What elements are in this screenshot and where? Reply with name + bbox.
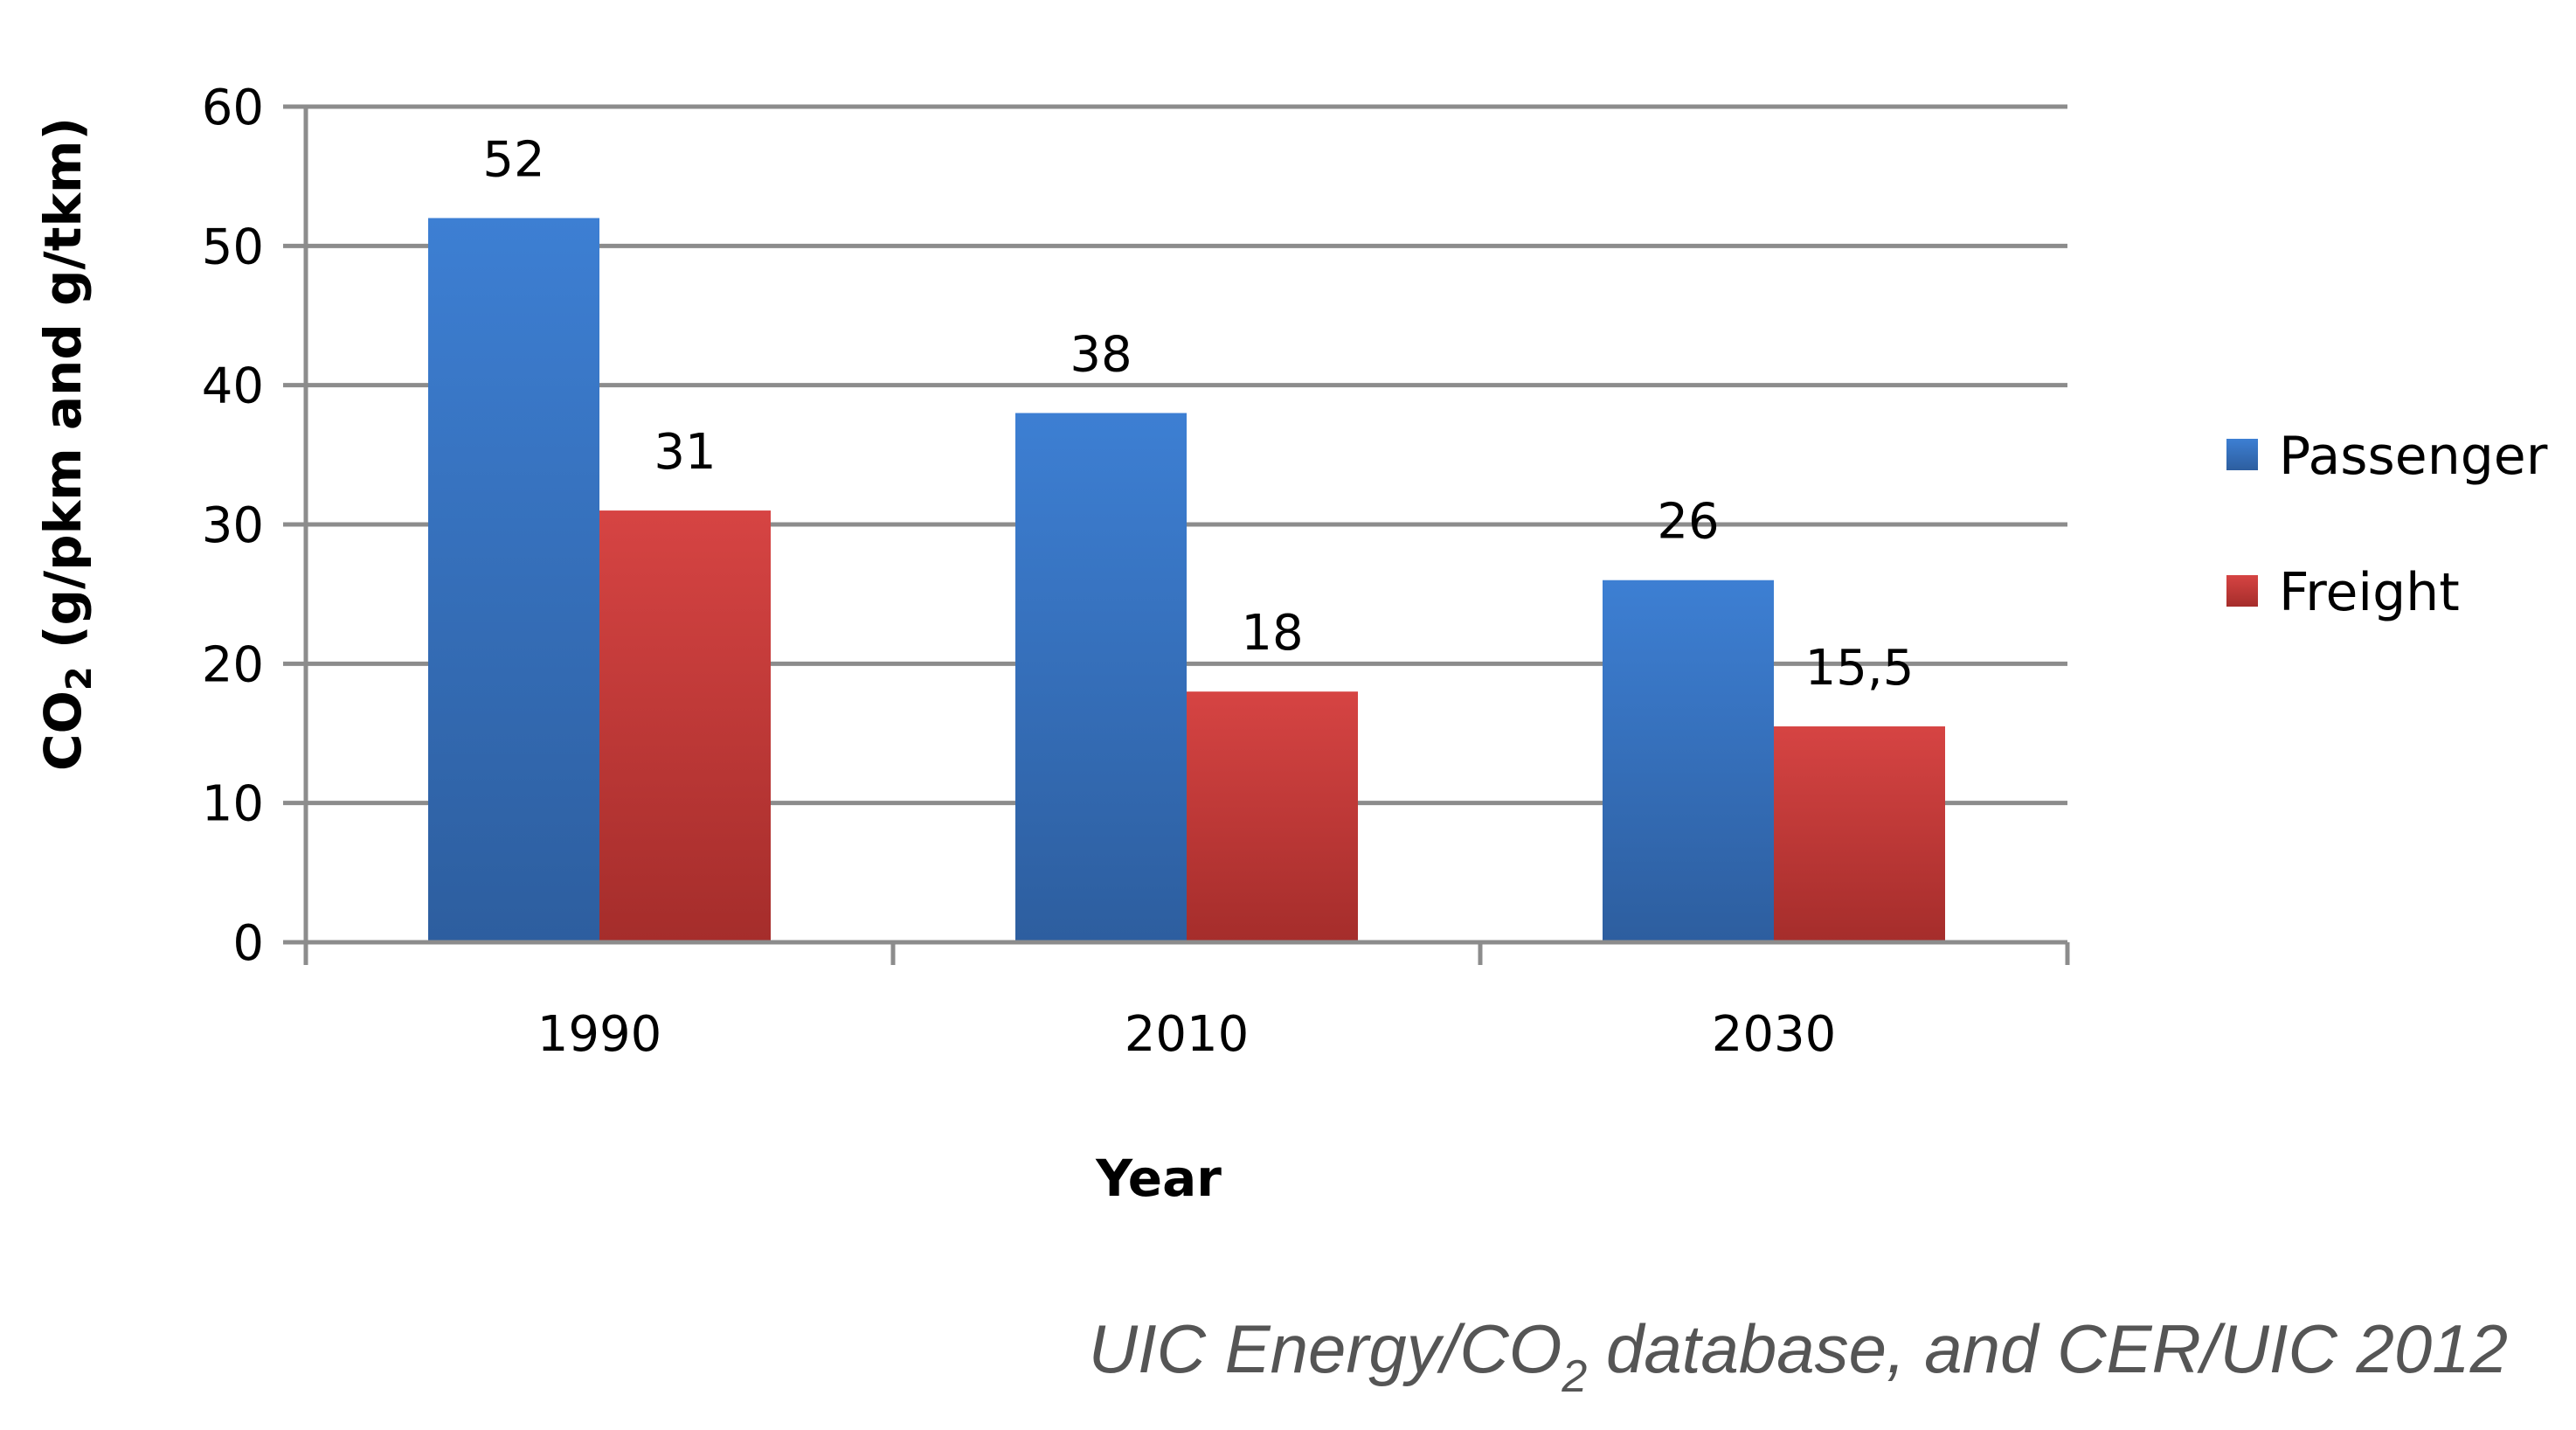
y-axis-title-prefix: CO	[33, 691, 93, 771]
bars	[428, 218, 1945, 942]
y-tick-label-0: 0	[232, 915, 264, 972]
data-label-passenger-1990: 52	[482, 131, 544, 188]
y-axis-title: CO2 (g/pkm and g/tkm)	[33, 117, 100, 771]
source-note-subscript: 2	[1561, 1351, 1587, 1402]
data-label-passenger-2030: 26	[1657, 494, 1719, 551]
bar-passenger-2010	[1015, 413, 1187, 942]
bar-freight-1990	[599, 510, 771, 942]
bar-freight-2030	[1774, 726, 1945, 942]
y-tick-label-3: 30	[202, 497, 264, 554]
legend-label-freight: Freight	[2279, 562, 2460, 623]
y-tick-label-1: 10	[202, 776, 264, 833]
y-tick-label-5: 50	[202, 219, 264, 275]
legend-swatch-passenger	[2226, 439, 2258, 470]
data-label-freight-2030: 15,5	[1805, 640, 1915, 697]
x-tick-label-1990: 1990	[537, 1006, 662, 1063]
x-tick-label-2030: 2030	[1712, 1006, 1837, 1063]
source-note-prefix: UIC Energy/CO	[1089, 1310, 1562, 1387]
legend-swatch-freight	[2226, 575, 2258, 607]
x-tick-label-2010: 2010	[1125, 1006, 1250, 1063]
legend: Passenger Freight	[2226, 426, 2548, 623]
bar-freight-2010	[1187, 691, 1358, 942]
y-tick-label-2: 20	[202, 636, 264, 693]
data-label-freight-2010: 18	[1241, 605, 1303, 662]
y-axis-title-subscript: 2	[59, 666, 100, 691]
bar-passenger-2030	[1603, 580, 1774, 942]
axes	[283, 104, 2070, 965]
legend-label-passenger: Passenger	[2279, 426, 2548, 487]
source-note-suffix: database, and CER/UIC 2012	[1587, 1310, 2508, 1387]
source-note: UIC Energy/CO2 database, and CER/UIC 201…	[1089, 1310, 2508, 1402]
bar-passenger-1990	[428, 218, 599, 942]
y-tick-label-4: 40	[202, 358, 264, 415]
x-axis-title: Year	[1095, 1149, 1222, 1208]
y-tick-label-6: 60	[202, 80, 264, 136]
data-label-passenger-2010: 38	[1070, 327, 1132, 384]
data-label-freight-1990: 31	[654, 424, 716, 481]
y-axis-title-suffix: (g/pkm and g/tkm)	[33, 117, 93, 666]
